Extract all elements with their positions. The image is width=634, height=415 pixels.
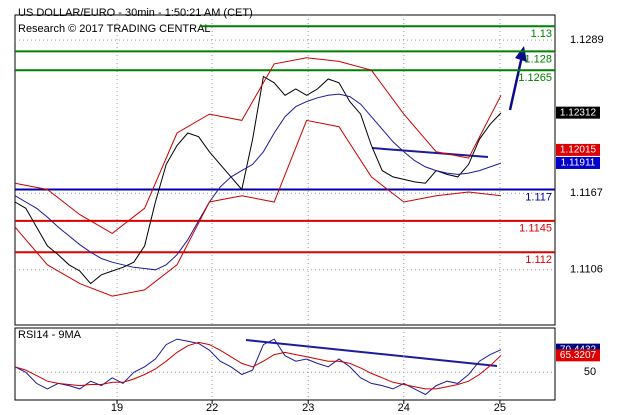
level-label: 1.1145 — [519, 223, 552, 235]
price-tag — [556, 143, 600, 156]
y-tick-label: 1.1289 — [570, 34, 604, 46]
level-label: 1.112 — [525, 254, 552, 266]
x-tick-label: 24 — [398, 402, 410, 414]
rsi-title: RSI14 - 9MA — [18, 329, 82, 341]
y-tick-label: 1.1167 — [570, 187, 603, 199]
trend-line — [371, 147, 489, 158]
chart-subtitle: Research © 2017 TRADING CENTRAL — [18, 23, 211, 35]
price-tag — [556, 106, 600, 119]
price-tag — [556, 156, 600, 169]
series-line — [14, 57, 502, 235]
price-tag-label: 65.3207 — [560, 350, 597, 361]
x-tick-label: 25 — [494, 402, 506, 414]
price-tag-label: 1.12312 — [560, 107, 597, 118]
price-frame — [14, 14, 556, 326]
series-line — [14, 341, 502, 390]
chart-title: US DOLLAR/EURO - 30min - 1:50:21 AM (CET… — [18, 7, 253, 19]
forecast-arrow — [508, 55, 524, 111]
level-label: 1.117 — [525, 191, 552, 203]
x-tick-label: 19 — [111, 402, 123, 414]
series-line — [14, 75, 502, 285]
level-label: 1.1265 — [518, 72, 552, 84]
series-line — [14, 338, 502, 396]
rsi-frame — [14, 327, 556, 401]
price-tag-label: 1.11911 — [561, 158, 596, 169]
x-tick-label: 22 — [206, 402, 218, 414]
trend-line — [245, 339, 498, 367]
price-tag-label: 1.12015 — [560, 145, 597, 156]
price-tag — [556, 349, 600, 362]
series-line — [14, 119, 502, 297]
series-line — [14, 93, 502, 271]
x-tick-label: 23 — [302, 402, 314, 414]
level-label: 1.128 — [524, 53, 552, 65]
y-tick-label: 1.1106 — [570, 264, 603, 276]
y-tick-label: 50 — [584, 366, 596, 378]
arrow-head — [515, 46, 527, 62]
level-label: 1.13 — [531, 28, 552, 40]
